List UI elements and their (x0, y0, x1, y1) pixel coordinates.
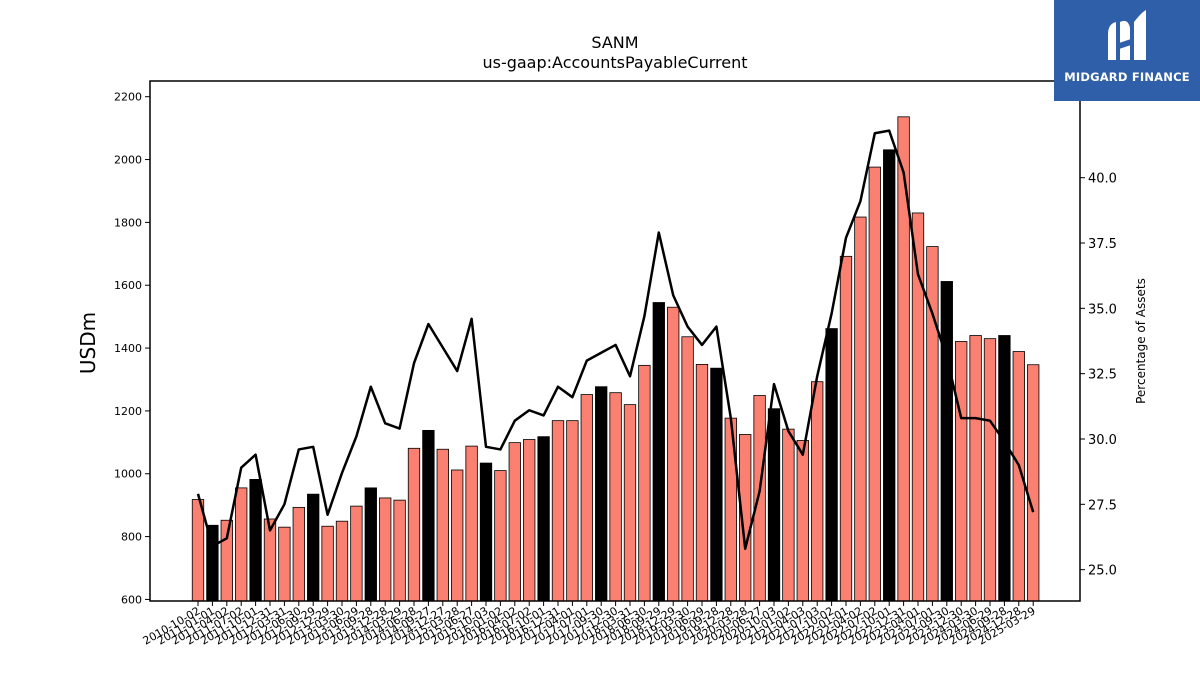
y2-axis-label: Percentage of Assets (1134, 278, 1148, 404)
y2-tick-label: 32.5 (1088, 368, 1117, 383)
bar (969, 335, 982, 602)
bar (767, 408, 781, 602)
line-series (196, 129, 1035, 550)
bar (436, 448, 449, 602)
left-axis: 600 800 1000 1200 1400 1600 1800 2000 2200 (114, 91, 150, 606)
bar (652, 302, 665, 602)
bar (595, 386, 608, 602)
bar (609, 392, 622, 602)
bar (839, 255, 853, 602)
bar (350, 505, 363, 602)
y-tick-label: 600 (121, 593, 142, 606)
y-tick-label: 2200 (114, 91, 142, 104)
y-tick-label: 1600 (114, 279, 142, 292)
bar (983, 338, 997, 602)
logo-text: MIDGARD FINANCE (1064, 70, 1190, 84)
y2-tick-label: 35.0 (1088, 302, 1117, 317)
y-tick-label: 1200 (114, 405, 142, 418)
bar (753, 395, 766, 602)
line-group (196, 129, 1035, 550)
bar (407, 447, 421, 602)
y-tick-label: 1400 (114, 342, 142, 355)
bar (782, 428, 795, 602)
bar (292, 506, 305, 602)
y-tick-label: 1800 (114, 216, 142, 229)
chart-subtitle: us-gaap:AccountsPayableCurrent (482, 53, 747, 72)
midgard-logo-icon (1108, 10, 1146, 60)
chart-title: SANM (591, 33, 638, 52)
bar (940, 281, 953, 602)
bar (1027, 364, 1040, 602)
bar (494, 470, 507, 602)
bar (537, 436, 550, 602)
bar (551, 420, 565, 602)
y2-tick-label: 37.5 (1088, 237, 1117, 252)
bar (206, 524, 219, 602)
bar (710, 367, 723, 602)
y2-tick-label: 27.5 (1088, 498, 1117, 513)
bar (364, 487, 377, 602)
bar (955, 341, 968, 602)
bar (422, 429, 435, 602)
bar (335, 520, 349, 602)
y2-tick-label: 25.0 (1088, 564, 1117, 579)
bar (998, 335, 1011, 602)
bar (854, 216, 867, 602)
bar (897, 116, 910, 602)
brand-logo: MIDGARD FINANCE (1054, 0, 1200, 101)
y-tick-label: 800 (121, 531, 142, 544)
bar (566, 420, 579, 602)
bar (249, 479, 262, 602)
bar (580, 394, 593, 602)
bar (235, 487, 248, 602)
bar (883, 149, 896, 602)
bar (868, 166, 881, 602)
bar (465, 445, 478, 602)
bars-group (191, 116, 1040, 602)
y-tick-label: 1000 (114, 468, 142, 481)
y2-tick-label: 30.0 (1088, 433, 1117, 448)
bar (667, 306, 680, 602)
bar (623, 404, 637, 602)
bar (451, 469, 464, 602)
bar (321, 525, 334, 602)
y-axis-label: USDm (76, 312, 100, 374)
bar (379, 497, 392, 602)
bar (278, 526, 291, 602)
x-axis: 2010-10-022011-01-012011-04-022011-07-02… (141, 601, 1038, 648)
bar (191, 499, 205, 602)
bar (638, 364, 651, 602)
y2-tick-label: 40.0 (1088, 172, 1117, 187)
bar (393, 499, 406, 602)
plot-frame (149, 80, 1081, 602)
bar (508, 442, 521, 602)
bar (479, 462, 493, 602)
y-tick-label: 2000 (114, 154, 142, 167)
bar (825, 328, 838, 602)
bar (811, 381, 824, 602)
bar (695, 364, 709, 602)
bar (523, 439, 536, 602)
bar (681, 336, 694, 602)
right-axis: 25.0 27.5 30.0 32.5 35.0 37.5 40.0 (1080, 172, 1117, 579)
bar (796, 440, 809, 602)
bar (307, 493, 320, 602)
